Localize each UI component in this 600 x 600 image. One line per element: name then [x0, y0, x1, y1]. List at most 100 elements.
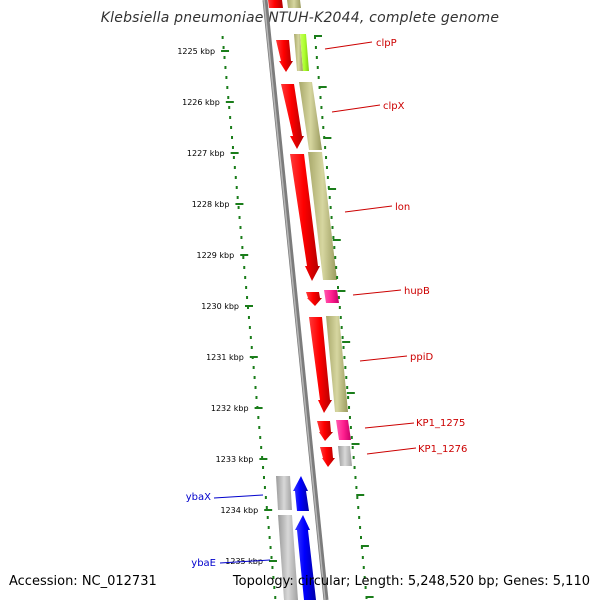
ruler-dot: [237, 206, 240, 209]
ruler-dot: [246, 296, 249, 299]
ruler-dot: [253, 376, 256, 379]
gene-label-clpX[interactable]: clpX: [383, 101, 405, 112]
outer-ruler-dot: [338, 306, 341, 309]
outer-ruler-dot: [356, 496, 359, 499]
outer-ruler-dot: [350, 436, 353, 439]
ruler-dot: [272, 576, 275, 579]
ruler-dot: [238, 216, 241, 219]
gene-label-leader: [213, 494, 264, 499]
gene-label-ybaX[interactable]: ybaX: [186, 492, 211, 503]
gene-label-leader: [219, 559, 271, 564]
gene-label-leader: [359, 355, 408, 362]
outer-ruler-dot: [314, 36, 316, 39]
ruler-dot: [268, 536, 271, 539]
ruler-dot: [224, 66, 227, 69]
cds-feature-clpX[interactable]: [299, 82, 322, 150]
outer-ruler-dot: [339, 316, 342, 319]
ruler-tick-label: 1233 kbp: [216, 455, 254, 464]
ruler-dot: [231, 146, 234, 149]
gene-label-KP1_1276[interactable]: KP1_1276: [418, 444, 467, 455]
outer-ruler-dot: [315, 56, 318, 59]
ruler-dot: [222, 46, 225, 49]
ruler-tick-label: 1234 kbp: [220, 506, 258, 515]
gene-ybaE[interactable]: [295, 515, 316, 600]
outer-ruler-dot: [317, 76, 320, 79]
gene-label-ybaE[interactable]: ybaE: [191, 558, 216, 569]
gene-top-partial[interactable]: [268, 0, 283, 8]
ruler-dot: [221, 36, 224, 39]
gene-ppiD[interactable]: [309, 317, 332, 413]
ruler-dot: [265, 506, 268, 509]
gene-KP1-1276[interactable]: [320, 447, 335, 467]
ruler-dot: [255, 396, 258, 399]
outer-ruler-dot: [342, 346, 345, 349]
gene-clpX[interactable]: [281, 84, 304, 149]
gene-label-hupB[interactable]: hupB: [404, 286, 430, 297]
outer-ruler-dot: [363, 576, 366, 579]
ruler-dot: [258, 426, 261, 429]
outer-ruler-dot: [320, 106, 323, 109]
ruler-dot: [270, 556, 273, 559]
gene-clpP[interactable]: [276, 40, 293, 72]
outer-ruler-dot: [349, 426, 352, 429]
cds-feature-top[interactable]: [287, 0, 301, 8]
ruler-dot: [242, 256, 245, 259]
ruler-dot: [231, 136, 234, 139]
ruler-dot: [247, 306, 250, 309]
ruler-tick-label: 1225 kbp: [177, 47, 215, 56]
cds-feature-ybaE[interactable]: [278, 515, 298, 600]
cds-feature-ppiD[interactable]: [326, 316, 348, 412]
outer-ruler-dot: [324, 146, 327, 149]
ruler-dot: [267, 526, 270, 529]
outer-ruler-dot: [332, 236, 335, 239]
accession-label: Accession: NC_012731: [9, 574, 157, 589]
ruler-dot: [249, 336, 252, 339]
gene-label-leader: [352, 289, 402, 296]
outer-ruler-dot: [362, 566, 365, 569]
gene-KP1-1275[interactable]: [317, 421, 333, 441]
outer-ruler-dot: [360, 536, 362, 539]
gene-label-clpP[interactable]: clpP: [376, 38, 397, 49]
ruler-dot: [230, 126, 233, 129]
cds-feature-hupB[interactable]: [324, 290, 339, 303]
outer-ruler-dot: [337, 286, 339, 289]
outer-ruler-dot: [359, 526, 362, 529]
cds-feature-clpP-b[interactable]: [300, 34, 309, 71]
ruler-tick-label: 1228 kbp: [192, 200, 230, 209]
outer-ruler-dot: [331, 226, 334, 229]
cds-feature-lon[interactable]: [308, 152, 337, 280]
cds-feature-ybaX[interactable]: [276, 476, 292, 510]
gene-lon[interactable]: [290, 154, 320, 281]
outer-ruler-dot: [337, 296, 340, 299]
gene-hupB[interactable]: [306, 292, 322, 306]
reverse-genes: [293, 476, 316, 600]
gene-label-ppiD[interactable]: ppiD: [410, 352, 433, 363]
gene-label-KP1_1275[interactable]: KP1_1275: [416, 418, 465, 429]
cds-feature-KP1-1276[interactable]: [338, 446, 352, 466]
ruler-dot: [241, 246, 244, 249]
ruler-dot: [245, 286, 248, 289]
ruler-dot: [269, 546, 272, 549]
outer-ruler-dot: [345, 376, 348, 379]
outer-ruler-dot: [343, 356, 346, 359]
outer-ruler-dot: [321, 116, 324, 119]
outer-ruler-dot: [328, 196, 331, 199]
ruler-dot: [260, 446, 263, 449]
outer-ruler-dot: [330, 216, 333, 219]
cds-feature-KP1-1275[interactable]: [336, 420, 351, 440]
outer-ruler-dot: [355, 486, 358, 489]
gene-ybaX[interactable]: [293, 476, 309, 511]
ruler-dot: [261, 456, 264, 459]
gene-label-lon[interactable]: lon: [395, 202, 410, 213]
ruler-dot: [271, 566, 274, 569]
ruler-tick-label: 1231 kbp: [206, 353, 244, 362]
outer-ruler-dot: [353, 466, 356, 469]
outer-ruler-dot: [360, 546, 363, 549]
ruler-dot: [232, 156, 235, 159]
ruler-dot: [223, 56, 226, 59]
gene-labels: clpP clpX lon hupB ppiD KP1_1275 KP1_1276 ybaX y…: [186, 38, 468, 569]
outer-ruler-dot: [364, 586, 367, 589]
outer-ruler-dot: [327, 186, 330, 189]
ruler-dot: [259, 436, 262, 439]
